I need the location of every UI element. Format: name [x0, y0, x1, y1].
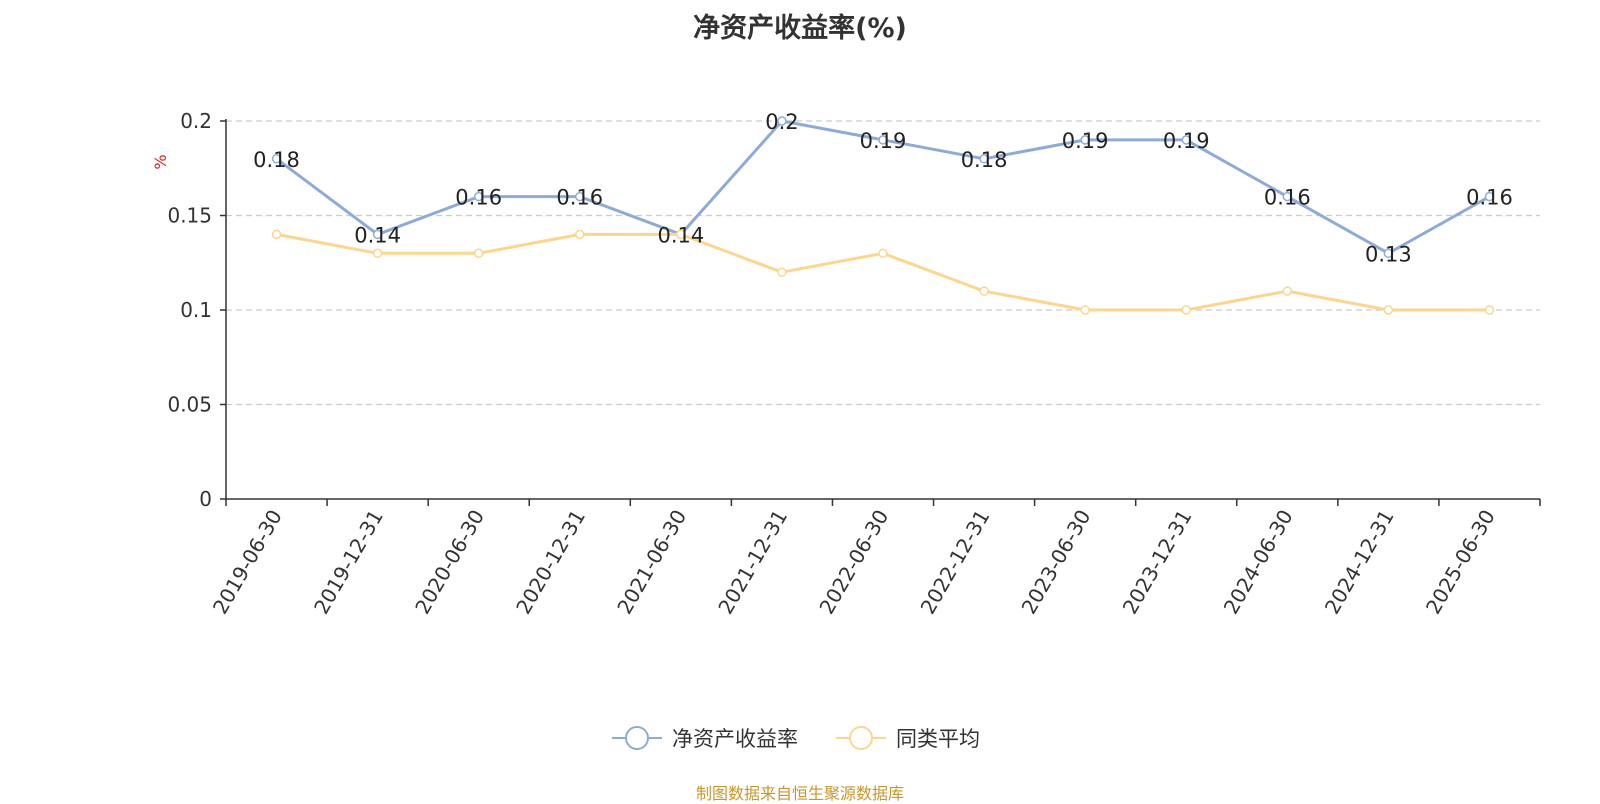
data-point [271, 154, 282, 164]
axes: 0 0.05 0.1 0.15 0.2 2019-06-30 2019-12-31 2020-… [167, 109, 1541, 619]
data-label: 0.18 [961, 148, 1008, 172]
data-label: 0.16 [1466, 186, 1513, 210]
y-tick-label: 0.15 [167, 204, 212, 228]
legend[interactable]: 净资产收益率 同类平均 [612, 726, 980, 751]
data-point [1484, 191, 1495, 202]
data-label: 0.19 [1062, 129, 1109, 153]
data-point [473, 248, 484, 259]
x-tick-label: 2020-06-30 [410, 506, 489, 619]
data-label: 0.2 [765, 110, 798, 134]
legend-marker [849, 726, 873, 750]
data-point [878, 135, 888, 145]
data-point [979, 286, 989, 296]
x-tick-label: 2024-12-31 [1320, 506, 1399, 619]
x-tick-label: 2023-12-31 [1118, 506, 1197, 619]
grid-lines [226, 120, 1540, 406]
y-axis-label: % [151, 154, 170, 169]
chart-title: 净资产收益率(%) [693, 13, 907, 44]
data-point [1282, 286, 1293, 296]
data-label: 0.16 [556, 186, 603, 210]
data-point [1080, 305, 1090, 315]
x-tick-label: 2019-06-30 [208, 506, 287, 619]
data-point [1484, 305, 1495, 315]
series-group [271, 116, 1495, 315]
data-point [1282, 191, 1293, 202]
data-point [777, 267, 787, 277]
data-point [372, 229, 383, 240]
series-line-2 [276, 232, 1490, 312]
data-point [979, 154, 989, 164]
y-tick-label: 0 [199, 487, 212, 511]
data-point [1181, 135, 1191, 145]
legend-item-1[interactable]: 净资产收益率 [612, 726, 798, 751]
data-point [1181, 305, 1191, 315]
x-tick-label: 2022-12-31 [916, 506, 995, 619]
x-tick-label: 2024-06-30 [1219, 506, 1298, 619]
data-point [1383, 305, 1394, 315]
x-tick-label: 2025-06-30 [1421, 506, 1500, 619]
data-label: 0.14 [354, 223, 401, 247]
x-tick-label: 2019-12-31 [309, 506, 388, 619]
data-label: 0.16 [1264, 186, 1311, 210]
data-point [1383, 248, 1394, 259]
data-label: 0.19 [860, 129, 907, 153]
data-point [271, 229, 282, 240]
x-tick-label: 2022-06-30 [814, 506, 893, 619]
data-label: 0.18 [253, 148, 300, 172]
data-point [575, 229, 585, 240]
data-point [372, 248, 383, 259]
data-label: 0.13 [1365, 242, 1412, 266]
legend-label: 同类平均 [896, 727, 980, 751]
y-tick-label: 0.05 [167, 393, 212, 417]
data-point [676, 229, 686, 240]
y-tick-label: 0.1 [180, 298, 212, 322]
data-source-note: 制图数据来自恒生聚源数据库 [695, 784, 904, 803]
data-point [575, 191, 585, 202]
legend-label: 净资产收益率 [672, 727, 798, 751]
data-point [777, 116, 787, 126]
x-tick-label: 2021-06-30 [612, 506, 691, 619]
x-tick-label: 2021-12-31 [713, 506, 792, 619]
y-tick-label: 0.2 [180, 109, 212, 133]
legend-item-2[interactable]: 同类平均 [836, 726, 980, 751]
data-label: 0.16 [455, 186, 502, 210]
x-tick-label: 2023-06-30 [1017, 506, 1096, 619]
data-label: 0.14 [657, 223, 704, 247]
x-tick-label: 2020-12-31 [511, 506, 590, 619]
data-labels: 0.18 0.14 0.16 0.16 0.14 0.2 0.19 0.18 0.19 0.19 0… [253, 110, 1513, 266]
data-label: 0.19 [1163, 129, 1210, 153]
data-point [473, 191, 484, 202]
data-point [878, 248, 888, 259]
legend-marker [625, 726, 649, 750]
data-point [1080, 135, 1090, 145]
